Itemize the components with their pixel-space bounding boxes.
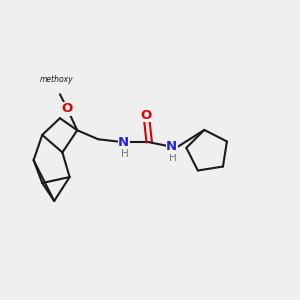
Text: O: O (141, 109, 152, 122)
Text: N: N (166, 140, 177, 153)
Text: methoxy: methoxy (40, 75, 74, 84)
Text: H: H (169, 153, 176, 163)
Text: H: H (121, 149, 128, 159)
Text: O: O (61, 102, 73, 115)
Text: N: N (118, 136, 129, 149)
